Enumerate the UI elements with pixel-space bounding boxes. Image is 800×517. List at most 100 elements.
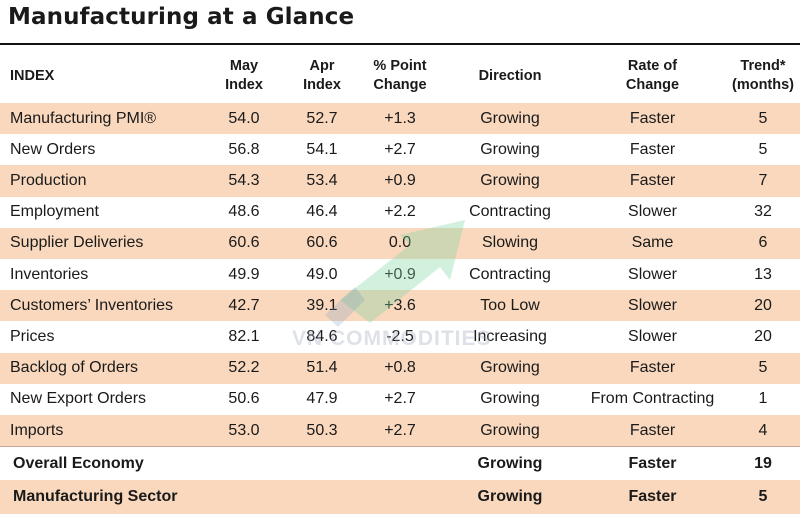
cell-apr: 49.0 <box>306 265 338 283</box>
cell-rate: Faster <box>629 359 676 377</box>
summary-cell-index: Overall Economy <box>13 455 144 473</box>
cell-direction: Slowing <box>481 234 539 252</box>
cell-rate: Slower <box>628 203 677 221</box>
cell-direction: Growing <box>480 140 540 158</box>
cell-index: Employment <box>10 203 99 221</box>
cell-index: Production <box>10 171 87 189</box>
cell-trend: 32 <box>754 203 772 221</box>
cell-trend: 5 <box>758 109 768 127</box>
cell-trend: 5 <box>758 140 768 158</box>
page-title: Manufacturing at a Glance <box>8 4 355 30</box>
header-may: May Index <box>225 58 263 93</box>
cell-trend: 20 <box>754 296 772 314</box>
table-row: New Export Orders 50.6 47.9 +2.7 Growing From… <box>0 384 800 415</box>
table-row: Prices 82.1 84.6 -2.5 Increasing Slower 20 <box>0 321 800 352</box>
cell-rate: Slower <box>628 296 677 314</box>
cell-may: 82.1 <box>228 327 260 345</box>
summary-cell-direction: Growing <box>477 488 543 506</box>
cell-trend: 4 <box>758 421 768 439</box>
cell-may: 53.0 <box>228 421 260 439</box>
table-row: Employment 48.6 46.4 +2.2 Contracting Slower 3… <box>0 197 800 228</box>
summary-cell-index: Manufacturing Sector <box>13 488 178 506</box>
cell-index: Imports <box>10 421 64 439</box>
cell-may: 42.7 <box>228 296 260 314</box>
table-row: Backlog of Orders 52.2 51.4 +0.8 Growing Fast… <box>0 352 800 384</box>
cell-trend: 5 <box>758 359 768 377</box>
cell-change: 0.0 <box>388 234 412 252</box>
cell-change: +0.9 <box>384 265 416 283</box>
cell-trend: 7 <box>758 171 768 189</box>
cell-rate: From Contracting <box>590 390 715 408</box>
table-row: Customers’ Inventories 42.7 39.1 +3.6 Too Lo… <box>0 290 800 322</box>
cell-direction: Too Low <box>480 296 540 314</box>
table-row: Inventories 49.9 49.0 +0.9 Contracting Slower… <box>0 259 800 290</box>
header-rate: Rate of Change <box>625 58 680 93</box>
table-row: Production 54.3 53.4 +0.9 Growing Faster 7 <box>0 165 800 197</box>
cell-rate: Slower <box>628 327 677 345</box>
cell-rate: Faster <box>629 109 676 127</box>
summary-row: Overall Economy Growing Faster 19 <box>0 446 800 481</box>
cell-apr: 84.6 <box>306 327 338 345</box>
cell-may: 54.3 <box>228 171 260 189</box>
cell-direction: Growing <box>480 109 540 127</box>
cell-change: +0.9 <box>384 171 416 189</box>
cell-apr: 53.4 <box>306 171 338 189</box>
cell-index: Prices <box>10 327 55 345</box>
cell-apr: 46.4 <box>306 203 338 221</box>
cell-rate: Faster <box>629 171 676 189</box>
cell-index: Manufacturing PMI® <box>10 109 157 127</box>
table-row: Supplier Deliveries 60.6 60.6 0.0 Slowing Sam… <box>0 227 800 259</box>
cell-trend: 20 <box>754 327 772 345</box>
header-trend: Trend* (months) <box>731 58 794 93</box>
cell-change: -2.5 <box>386 327 414 345</box>
cell-may: 60.6 <box>228 234 260 252</box>
cell-may: 48.6 <box>228 203 260 221</box>
cell-trend: 13 <box>754 265 772 283</box>
summary-cell-rate: Faster <box>628 488 677 506</box>
cell-rate: Same <box>631 234 674 252</box>
cell-may: 56.8 <box>228 140 260 158</box>
cell-may: 50.6 <box>228 390 260 408</box>
cell-change: +2.7 <box>384 421 416 439</box>
cell-apr: 47.9 <box>306 390 338 408</box>
header-change: % Point Change <box>373 58 427 93</box>
cell-index: Backlog of Orders <box>10 359 139 377</box>
cell-may: 49.9 <box>228 265 260 283</box>
header-direction: Direction <box>478 67 542 84</box>
cell-direction: Contracting <box>469 265 551 283</box>
cell-index: New Export Orders <box>10 390 147 408</box>
summary-row: Manufacturing Sector Growing Faster 5 <box>0 480 800 515</box>
cell-change: +2.7 <box>384 390 416 408</box>
cell-direction: Growing <box>480 171 540 189</box>
cell-index: Customers’ Inventories <box>10 296 174 314</box>
cell-index: Supplier Deliveries <box>10 234 144 252</box>
cell-direction: Growing <box>480 359 540 377</box>
summary-cell-rate: Faster <box>628 455 677 473</box>
cell-apr: 52.7 <box>306 109 338 127</box>
header-apr: Apr Index <box>303 58 341 93</box>
cell-rate: Slower <box>628 265 677 283</box>
summary-cell-trend: 19 <box>754 455 772 473</box>
cell-rate: Faster <box>629 140 676 158</box>
table-row: Manufacturing PMI® 54.0 52.7 +1.3 Growing Fas… <box>0 103 800 135</box>
table-row: New Orders 56.8 54.1 +2.7 Growing Faster 5 <box>0 134 800 165</box>
cell-direction: Increasing <box>473 327 547 345</box>
summary-cell-direction: Growing <box>477 455 543 473</box>
cell-apr: 51.4 <box>306 359 338 377</box>
cell-direction: Growing <box>480 390 540 408</box>
cell-index: Inventories <box>10 265 89 283</box>
cell-index: New Orders <box>10 140 96 158</box>
cell-change: +3.6 <box>384 296 416 314</box>
header-index: INDEX <box>10 67 55 84</box>
title-rule <box>0 43 800 45</box>
cell-change: +2.2 <box>384 203 416 221</box>
cell-rate: Faster <box>629 421 676 439</box>
summary-cell-trend: 5 <box>758 488 768 506</box>
cell-trend: 1 <box>758 390 768 408</box>
cell-apr: 39.1 <box>306 296 338 314</box>
cell-direction: Growing <box>480 421 540 439</box>
cell-may: 52.2 <box>228 359 260 377</box>
table-row: Imports 53.0 50.3 +2.7 Growing Faster 4 <box>0 415 800 447</box>
cell-change: +1.3 <box>384 109 416 127</box>
cell-apr: 60.6 <box>306 234 338 252</box>
